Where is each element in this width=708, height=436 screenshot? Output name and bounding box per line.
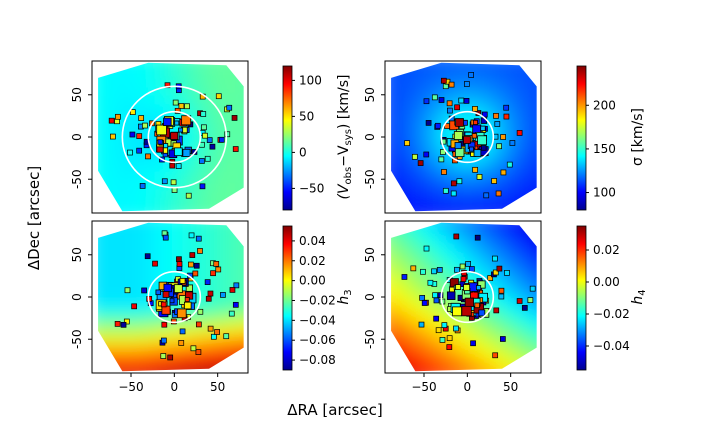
map-field [391, 222, 537, 372]
colorbar-tick-label: 0.04 [299, 234, 326, 248]
tracer-squares [401, 233, 536, 359]
colorbar-tick-label: −0.04 [299, 313, 336, 327]
colorbar-tick-label: −0.04 [593, 339, 630, 353]
y-tick-label: 50 [70, 87, 84, 102]
aperture-circle [147, 110, 202, 164]
tracer-squares [404, 72, 523, 199]
x-axis-label: ΔRA [arcsec] [287, 401, 382, 419]
y-tick-label: 50 [70, 247, 84, 262]
map-field [391, 62, 537, 212]
colorbar-label-part: h [630, 296, 646, 305]
y-tick-label: -50 [70, 169, 84, 189]
colorbar-dispersion: 100 150 200 σ [km/s] [576, 65, 646, 211]
x-tick-label: 0 [171, 380, 179, 394]
colorbar-tick-label: −0.08 [299, 353, 336, 367]
x-tick-label: 50 [210, 380, 225, 394]
colorbar-tick-label: 0.02 [593, 243, 620, 257]
y-tick-label: -50 [363, 169, 377, 189]
colorbar-tick-label: −0.02 [299, 293, 336, 307]
colorbar-tick-label: 0.02 [299, 254, 326, 268]
aperture-circle [440, 110, 495, 164]
panel-h3: -50 0 50 −50 0 50 −0.08 −0.06 −0.04 −0.02 0.00 0.02… [70, 220, 354, 394]
y-tick-label: 0 [70, 133, 84, 141]
x-tick-label: −50 [411, 380, 436, 394]
tracer-squares [108, 82, 239, 199]
colorbar-label-part: sys [343, 129, 354, 145]
colorbar-h3: −0.08 −0.06 −0.04 −0.02 0.00 0.02 0.04 h3 [282, 225, 354, 371]
colorbar-tick-label: −0.02 [593, 307, 630, 321]
colorbar-tick-label: −50 [299, 181, 324, 195]
colorbar-gradient [282, 225, 293, 371]
y-tick-label: 0 [363, 133, 377, 141]
x-tick-label: 50 [503, 380, 518, 394]
colorbar-tick-label: 150 [593, 142, 616, 156]
colorbar-tick-label: 0 [299, 145, 307, 159]
colorbar-label-part: obs [343, 167, 354, 185]
colorbar-label-part: (V [336, 183, 352, 199]
panel-h4: -50 0 50 −50 0 50 −0.04 −0.02 0.00 0.02 h4 [363, 220, 648, 394]
aperture-circle [440, 270, 495, 324]
x-tick-label: 0 [464, 380, 472, 394]
y-tick-label: 50 [363, 87, 377, 102]
colorbar-tick-label: 200 [593, 98, 616, 112]
colorbar-tick-label: 100 [593, 186, 616, 200]
colorbar-label-part: h [336, 296, 352, 305]
colorbar-tick-label: 0.00 [593, 275, 620, 289]
colorbar-label: h3 [336, 289, 354, 304]
tracer-squares [114, 230, 240, 361]
aperture-circle [147, 270, 202, 324]
colorbar-gradient [576, 65, 587, 211]
colorbar-label-part: 4 [637, 289, 648, 295]
colorbar-gradient [282, 65, 293, 211]
colorbar-label: (Vobs−Vsys) [km/s] [336, 75, 354, 200]
colorbar-tick-label: −0.06 [299, 333, 336, 347]
colorbar-label-part: 3 [343, 289, 354, 295]
aperture-circle [121, 85, 228, 189]
colorbar-tick-label: 100 [299, 73, 322, 87]
colorbar-gradient [576, 225, 587, 371]
y-tick-label: 0 [70, 293, 84, 301]
y-tick-label: -50 [363, 329, 377, 349]
y-tick-label: 50 [363, 247, 377, 262]
panel-velocity: -50 0 50 −50 0 50 100 (Vobs−Vsys) [km/s] [70, 60, 354, 214]
y-tick-label: 0 [363, 293, 377, 301]
colorbar-label: σ [km/s] [630, 108, 646, 166]
colorbar-label-part: ) [km/s] [336, 75, 352, 130]
colorbar-label-part: σ [km/s] [630, 108, 646, 166]
colorbar-label: h4 [630, 289, 648, 304]
colorbar-label-part: −V [336, 145, 352, 167]
y-tick-label: -50 [70, 329, 84, 349]
colorbar-velocity: −50 0 50 100 (Vobs−Vsys) [km/s] [282, 65, 354, 211]
colorbar-tick-label: 50 [299, 109, 314, 123]
map-field [98, 222, 244, 372]
colorbar-h4: −0.04 −0.02 0.00 0.02 h4 [576, 225, 648, 371]
y-axis-label: ΔDec [arcsec] [25, 166, 43, 270]
colorbar-tick-label: 0.00 [299, 274, 326, 288]
panel-dispersion: -50 0 50 100 150 200 σ [km/s] [363, 60, 646, 214]
x-tick-label: −50 [118, 380, 143, 394]
map-field [98, 62, 244, 212]
